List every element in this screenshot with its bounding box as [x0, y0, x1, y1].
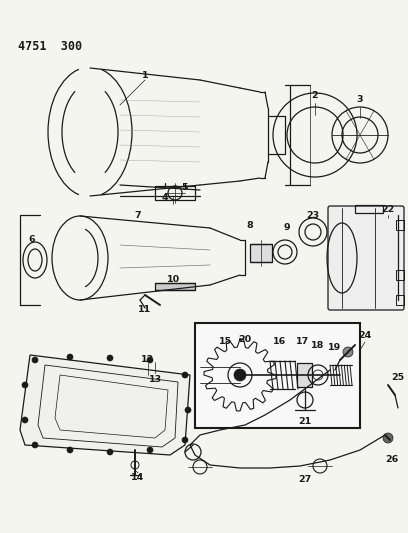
Circle shape: [182, 372, 188, 378]
Text: 12: 12: [142, 356, 155, 365]
Bar: [297, 363, 312, 387]
Bar: [396, 270, 404, 280]
Text: 11: 11: [138, 305, 152, 314]
Text: 17: 17: [296, 337, 310, 346]
Text: 19: 19: [328, 343, 341, 352]
Polygon shape: [20, 355, 190, 455]
Circle shape: [22, 382, 28, 388]
Text: 18: 18: [311, 341, 325, 350]
Circle shape: [32, 357, 38, 363]
Circle shape: [67, 354, 73, 360]
Text: 20: 20: [238, 335, 252, 344]
Text: 15: 15: [218, 337, 232, 346]
Text: 9: 9: [284, 223, 290, 232]
Circle shape: [22, 417, 28, 423]
Bar: [250, 244, 272, 262]
Circle shape: [107, 449, 113, 455]
Text: 4: 4: [162, 193, 169, 203]
Text: 4751  300: 4751 300: [18, 40, 82, 53]
Text: 8: 8: [246, 221, 253, 230]
Text: 13: 13: [149, 376, 162, 384]
Text: 14: 14: [131, 473, 144, 482]
Bar: [355, 205, 383, 213]
Circle shape: [185, 407, 191, 413]
Circle shape: [107, 355, 113, 361]
Circle shape: [147, 357, 153, 363]
FancyBboxPatch shape: [328, 206, 404, 310]
Text: 7: 7: [135, 211, 141, 220]
Circle shape: [383, 433, 393, 443]
Bar: [396, 220, 404, 230]
Circle shape: [182, 437, 188, 443]
Text: 26: 26: [386, 456, 399, 464]
Bar: [195, 323, 360, 428]
Text: 10: 10: [166, 274, 180, 284]
Text: 6: 6: [29, 236, 35, 245]
Circle shape: [147, 447, 153, 453]
Text: 23: 23: [306, 211, 319, 220]
Text: 5: 5: [182, 183, 188, 192]
Text: 3: 3: [357, 95, 363, 104]
Text: 22: 22: [381, 206, 395, 214]
Text: 2: 2: [312, 92, 318, 101]
Circle shape: [343, 347, 353, 357]
Polygon shape: [155, 283, 195, 290]
Text: 1: 1: [142, 70, 149, 79]
Text: 16: 16: [273, 337, 287, 346]
Text: 21: 21: [298, 417, 312, 426]
Text: 27: 27: [298, 475, 312, 484]
Circle shape: [32, 442, 38, 448]
Text: 24: 24: [358, 330, 372, 340]
Text: 25: 25: [391, 374, 405, 383]
Circle shape: [67, 447, 73, 453]
Bar: [396, 295, 404, 305]
Circle shape: [234, 369, 246, 381]
